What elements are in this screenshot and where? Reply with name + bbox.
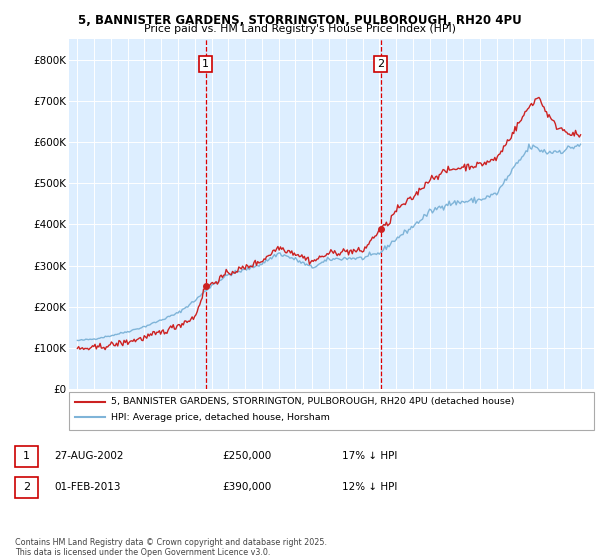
Text: 5, BANNISTER GARDENS, STORRINGTON, PULBOROUGH, RH20 4PU (detached house): 5, BANNISTER GARDENS, STORRINGTON, PULBO… xyxy=(111,397,515,406)
Text: 17% ↓ HPI: 17% ↓ HPI xyxy=(342,451,397,461)
Text: 1: 1 xyxy=(202,59,209,69)
Text: £390,000: £390,000 xyxy=(222,482,271,492)
Text: Price paid vs. HM Land Registry's House Price Index (HPI): Price paid vs. HM Land Registry's House … xyxy=(144,24,456,34)
Text: 1: 1 xyxy=(23,451,30,461)
Text: 2: 2 xyxy=(23,482,30,492)
Text: 01-FEB-2013: 01-FEB-2013 xyxy=(54,482,121,492)
Text: 12% ↓ HPI: 12% ↓ HPI xyxy=(342,482,397,492)
Text: £250,000: £250,000 xyxy=(222,451,271,461)
Text: 2: 2 xyxy=(377,59,384,69)
Text: 5, BANNISTER GARDENS, STORRINGTON, PULBOROUGH, RH20 4PU: 5, BANNISTER GARDENS, STORRINGTON, PULBO… xyxy=(78,14,522,27)
Text: Contains HM Land Registry data © Crown copyright and database right 2025.
This d: Contains HM Land Registry data © Crown c… xyxy=(15,538,327,557)
Text: 27-AUG-2002: 27-AUG-2002 xyxy=(54,451,124,461)
Text: HPI: Average price, detached house, Horsham: HPI: Average price, detached house, Hors… xyxy=(111,413,330,422)
